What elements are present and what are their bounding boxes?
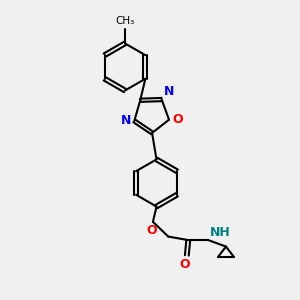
Text: N: N [121,114,131,128]
Text: NH: NH [210,226,231,239]
Text: O: O [147,224,158,237]
Text: O: O [172,113,183,126]
Text: CH₃: CH₃ [115,16,135,26]
Text: N: N [164,85,174,98]
Text: O: O [179,258,190,271]
